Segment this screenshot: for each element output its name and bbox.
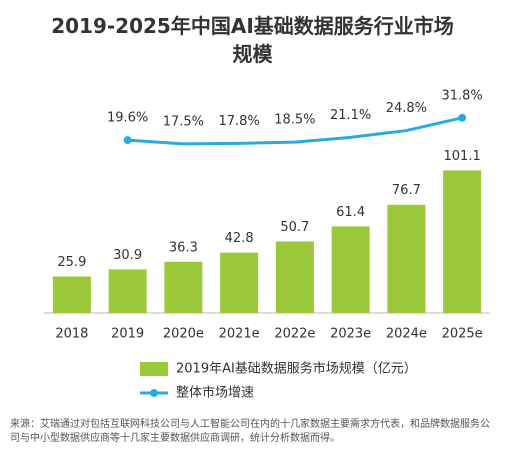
- legend-label: 整体市场增速: [176, 385, 254, 401]
- chart: 2018 2019 2020e 2021e 2022e 2023e 2024e 2025e 25…: [44, 88, 490, 401]
- data-label: 36.3: [169, 240, 198, 255]
- legend-label: 2019年AI基础数据服务市场规模（亿元）: [176, 361, 417, 377]
- line: [127, 116, 463, 146]
- chart-title: 2019-2025年中国AI基础数据服务行业市场规模: [51, 14, 454, 66]
- bar: [108, 269, 147, 313]
- data-label: 24.8%: [386, 101, 427, 116]
- bar: [331, 226, 370, 313]
- bar: [387, 204, 426, 313]
- data-label: 50.7: [280, 220, 309, 235]
- data-label: 18.5%: [274, 113, 315, 128]
- bar: [164, 261, 203, 313]
- line-point: [458, 113, 467, 122]
- bar: [275, 241, 314, 313]
- data-label: 17.8%: [218, 114, 259, 129]
- x-tick-label: 2021e: [219, 327, 260, 342]
- data-label: 19.6%: [107, 111, 148, 126]
- x-tick-label: 2023e: [330, 327, 371, 342]
- source-note: 来源：艾瑞通过对包括互联网科技公司与人工智能公司在内的十几家数据主要需求方代表，…: [10, 419, 490, 444]
- x-tick-label: 2024e: [386, 327, 427, 342]
- bar: [443, 170, 482, 313]
- x-tick-label: 2020e: [163, 327, 204, 342]
- data-label: 31.8%: [441, 88, 482, 103]
- bar: [52, 276, 91, 313]
- data-label: 76.7: [392, 183, 421, 198]
- x-tick-label: 2025e: [442, 327, 483, 342]
- x-tick-label: 2022e: [274, 327, 315, 342]
- data-label: 21.1%: [330, 108, 371, 123]
- data-label: 61.4: [336, 205, 365, 220]
- x-tick-label: 2019: [111, 327, 144, 342]
- line-point: [123, 136, 132, 145]
- data-label: 30.9: [113, 248, 142, 263]
- x-tick-label: 2018: [55, 327, 88, 342]
- legend-swatch: [140, 362, 168, 376]
- bar: [220, 252, 259, 313]
- data-label: 17.5%: [163, 114, 204, 129]
- data-label: 101.1: [444, 149, 481, 164]
- data-label: 25.9: [57, 255, 86, 270]
- legend-swatch: [150, 389, 158, 397]
- data-label: 42.8: [225, 231, 254, 246]
